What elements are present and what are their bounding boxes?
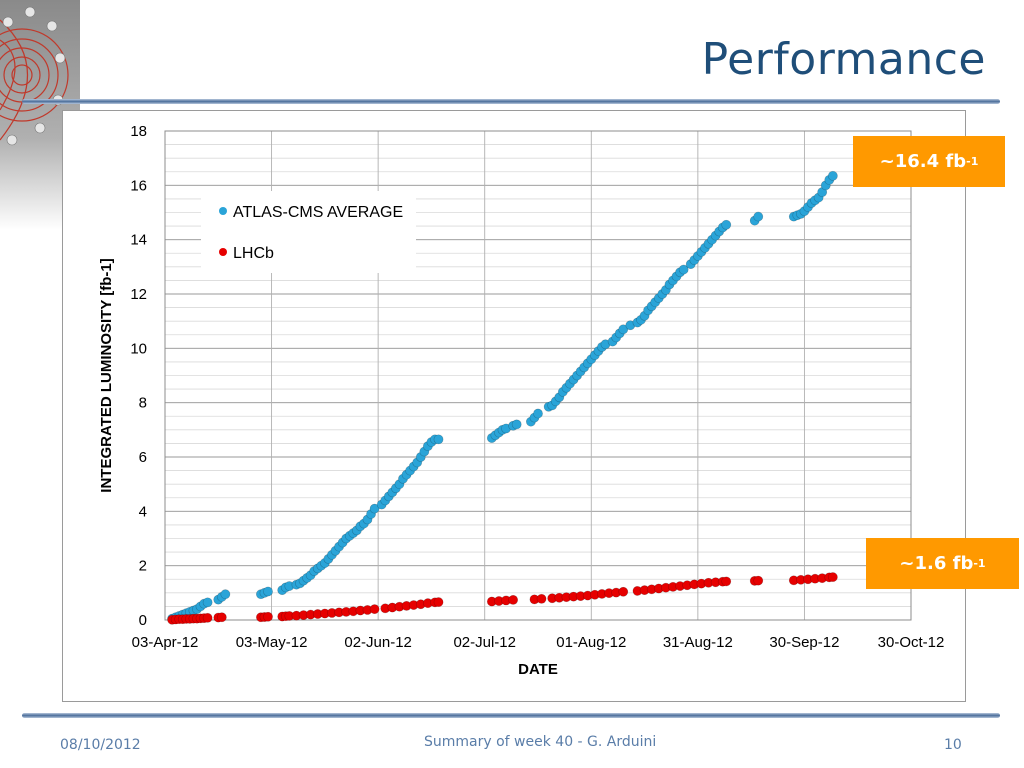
data-point-lhcb bbox=[508, 594, 519, 605]
data-point-atlas-cms bbox=[263, 586, 273, 597]
legend-marker-lhcb bbox=[219, 248, 227, 256]
data-point-lhcb bbox=[536, 593, 547, 604]
legend: ATLAS-CMS AVERAGE LHCb bbox=[201, 191, 416, 273]
page-number: 10 bbox=[944, 737, 962, 753]
x-tick-label: 30-Sep-12 bbox=[769, 634, 839, 651]
atlas-total-unit-exponent: -1 bbox=[966, 155, 979, 168]
y-tick-label: 8 bbox=[139, 395, 147, 412]
y-tick-label: 0 bbox=[139, 612, 147, 629]
data-point-lhcb bbox=[263, 611, 273, 622]
data-point-lhcb bbox=[618, 586, 629, 597]
atlas-total-value: ~16.4 fb bbox=[879, 151, 967, 172]
data-point-atlas-cms bbox=[827, 170, 838, 181]
y-tick-label: 12 bbox=[130, 286, 147, 303]
data-point-atlas-cms bbox=[220, 589, 231, 600]
atlas-total-callout: ~16.4 fb -1 bbox=[853, 136, 1005, 187]
x-tick-label: 02-Jun-12 bbox=[344, 634, 412, 651]
data-point-atlas-cms bbox=[678, 264, 689, 275]
lhcb-total-callout: ~1.6 fb -1 bbox=[866, 538, 1019, 589]
footer-presenter: Summary of week 40 - G. Arduini bbox=[424, 734, 657, 750]
data-point-atlas-cms bbox=[618, 324, 629, 335]
y-tick-label: 4 bbox=[139, 503, 147, 520]
data-point-atlas-cms bbox=[533, 408, 543, 419]
data-point-atlas-cms bbox=[369, 503, 380, 514]
x-tick-label: 03-May-12 bbox=[236, 634, 308, 651]
footer-divider bbox=[22, 713, 1000, 718]
y-tick-label: 6 bbox=[139, 449, 147, 466]
y-axis-label-text: INTEGRATED LUMINOSITY [fb-1] bbox=[98, 258, 115, 492]
legend-box bbox=[201, 191, 416, 273]
y-tick-label: 16 bbox=[130, 177, 147, 194]
x-tick-label: 01-Aug-12 bbox=[556, 634, 626, 651]
data-point-lhcb bbox=[753, 575, 764, 586]
data-point-lhcb bbox=[721, 576, 732, 587]
legend-label-atlas: ATLAS-CMS AVERAGE bbox=[233, 204, 403, 221]
x-tick-label: 02-Jul-12 bbox=[453, 634, 516, 651]
footer-date: 08/10/2012 bbox=[60, 737, 141, 753]
data-point-lhcb bbox=[202, 612, 213, 623]
y-tick-label: 10 bbox=[130, 340, 147, 357]
header-divider bbox=[22, 99, 1000, 104]
lhcb-total-unit-exponent: -1 bbox=[973, 557, 986, 570]
plot-area bbox=[164, 130, 912, 621]
x-tick-label: 03-Apr-12 bbox=[132, 634, 199, 651]
legend-marker-atlas bbox=[219, 207, 227, 215]
slide-title: Performance bbox=[701, 34, 986, 85]
data-point-lhcb bbox=[369, 604, 380, 615]
data-point-atlas-cms bbox=[202, 597, 213, 608]
x-tick-label: 31-Aug-12 bbox=[663, 634, 733, 651]
luminosity-chart: 0 2 4 6 8 10 12 14 16 18 03-Apr-12 03-May-12 02-Jun… bbox=[98, 123, 945, 678]
y-tick-labels: 0 2 4 6 8 10 12 14 16 18 bbox=[130, 123, 147, 629]
data-point-atlas-cms bbox=[753, 211, 764, 222]
y-tick-label: 18 bbox=[130, 123, 147, 140]
y-tick-label: 2 bbox=[139, 558, 147, 575]
data-point-atlas-cms bbox=[721, 219, 732, 230]
data-point-atlas-cms bbox=[511, 419, 522, 430]
lhcb-total-value: ~1.6 fb bbox=[899, 553, 974, 574]
x-axis-label: DATE bbox=[518, 661, 558, 678]
chart-frame: 0 2 4 6 8 10 12 14 16 18 03-Apr-12 03-May-12 02-Jun… bbox=[62, 110, 966, 702]
data-point-lhcb bbox=[827, 572, 838, 582]
legend-label-lhcb: LHCb bbox=[233, 245, 274, 262]
x-tick-label: 30-Oct-12 bbox=[878, 634, 945, 651]
series-atlas-cms-average bbox=[167, 170, 838, 624]
x-tick-labels: 03-Apr-12 03-May-12 02-Jun-12 02-Jul-12 01-A… bbox=[132, 634, 945, 651]
y-axis-label: INTEGRATED LUMINOSITY [fb-1] bbox=[98, 258, 115, 492]
y-tick-label: 14 bbox=[130, 232, 147, 249]
data-point-lhcb bbox=[433, 597, 444, 607]
series-lhcb bbox=[167, 572, 838, 625]
data-point-atlas-cms bbox=[433, 434, 444, 445]
data-point-lhcb bbox=[216, 612, 227, 623]
